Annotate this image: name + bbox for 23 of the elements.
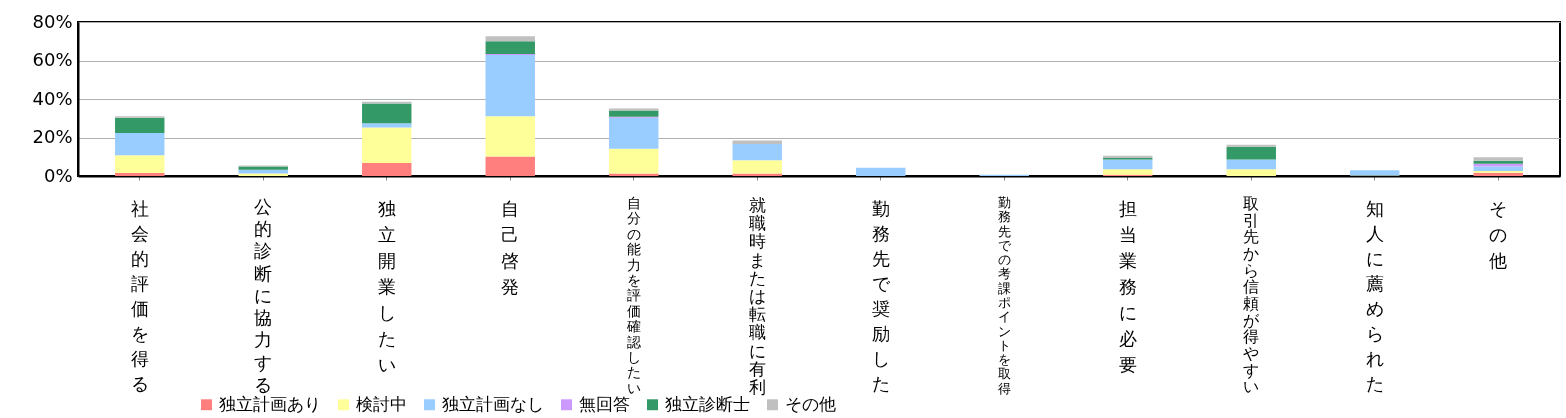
x-tick-label: 独立開業したい	[377, 197, 397, 377]
legend-label: 独立診断士	[665, 393, 750, 414]
legend-label: 独立計画あり	[219, 393, 321, 414]
x-tick-label: 担当業務に必要	[1118, 197, 1138, 377]
y-tick-label: 0%	[43, 164, 73, 186]
x-tick-label: 勤務先で奨励した	[871, 197, 891, 396]
y-tick-label: 20%	[32, 126, 73, 147]
y-tick-label: 80%	[32, 10, 73, 32]
y-tick-label: 40%	[32, 87, 73, 109]
category-label: 勤務先での考課ポイントを取得	[997, 195, 1011, 396]
category-label: 公的診断に協力する	[254, 196, 273, 395]
x-tick-label: その他	[1488, 197, 1508, 273]
legend-label: 無回答	[579, 393, 630, 414]
legend-label: その他	[785, 393, 836, 414]
category-label: 取引先から信頼が得やすい	[1243, 195, 1260, 397]
x-tick-label: 社会的評価を得る	[130, 197, 150, 396]
x-tick-label: 知人に薦められた	[1365, 197, 1385, 396]
category-label: 自分の能力を評価確認したい	[626, 195, 641, 396]
category-label: 就職時または転職に有利	[748, 195, 766, 397]
legend-label: 検討中	[356, 393, 407, 414]
y-tick-label: 60%	[32, 49, 73, 70]
x-tick-label: 自己啓発	[500, 197, 520, 299]
legend-label: 独立計画なし	[442, 393, 544, 414]
